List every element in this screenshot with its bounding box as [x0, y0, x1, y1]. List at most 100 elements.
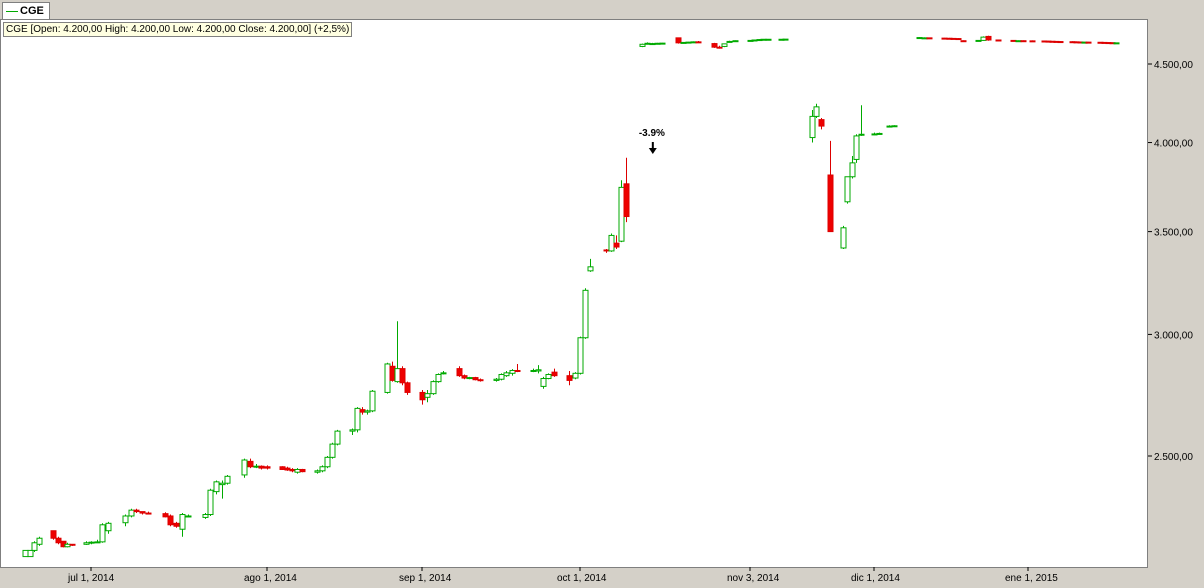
candle-body	[258, 465, 265, 469]
candle-body	[173, 522, 180, 527]
candle-body	[139, 511, 146, 514]
candle-body	[493, 378, 500, 381]
candle-body	[213, 481, 220, 493]
candle-body	[587, 266, 594, 272]
candle-body	[145, 512, 152, 515]
x-tick-label: dic 1, 2014	[851, 573, 900, 584]
candle-body	[334, 430, 341, 445]
candle-body	[419, 391, 426, 401]
candle-body	[876, 132, 883, 135]
candle-body	[440, 372, 447, 375]
candle-body	[654, 42, 661, 45]
candle-body	[50, 530, 57, 539]
annotation-arrow-head	[648, 148, 657, 154]
candle-body	[369, 390, 376, 412]
candle-body	[995, 39, 1002, 42]
candle-body	[582, 289, 589, 339]
candle-body	[975, 39, 982, 42]
candle-body	[94, 541, 101, 544]
candle-body	[394, 368, 401, 383]
candle-body	[202, 514, 209, 518]
candle-body	[424, 393, 431, 398]
candle-body	[623, 183, 630, 218]
candle-body	[99, 524, 106, 543]
candle-body	[844, 176, 851, 203]
candle-body	[105, 522, 112, 532]
candle-body	[466, 377, 473, 380]
y-tick-label: 3.000,00	[1154, 330, 1193, 341]
candle-body	[128, 509, 135, 517]
candle-body	[324, 456, 331, 468]
candle-body	[921, 37, 928, 40]
candle-body	[299, 468, 306, 473]
candle-body	[359, 409, 366, 413]
candle-body	[886, 125, 893, 128]
candle-body	[514, 369, 521, 372]
candle-body	[941, 37, 948, 40]
candle-body	[760, 38, 767, 41]
candle-body	[726, 40, 733, 43]
candle-body	[535, 369, 542, 372]
candle-body	[319, 466, 326, 472]
candle-body	[649, 43, 656, 46]
candle-body	[732, 40, 739, 43]
candle-body	[809, 115, 816, 139]
candle-body	[716, 46, 723, 49]
candle-body	[813, 106, 820, 117]
candle-body	[509, 369, 516, 374]
legend-swatch	[6, 10, 18, 12]
legend-symbol: CGE	[20, 5, 44, 17]
legend-tab[interactable]: CGE	[2, 2, 50, 19]
candle-body	[782, 38, 789, 41]
candle-body	[247, 460, 254, 468]
candle-body	[613, 242, 620, 248]
candle-body	[264, 466, 271, 469]
candle-body	[456, 368, 463, 377]
candle-body	[603, 249, 610, 252]
candle-body	[22, 549, 29, 558]
candle-body	[618, 186, 625, 242]
candle-body	[721, 43, 728, 47]
candle-body	[349, 429, 356, 432]
candle-body	[55, 537, 62, 544]
candle-body	[530, 369, 537, 372]
candle-body	[551, 371, 558, 377]
candle-body	[711, 43, 718, 48]
candle-body	[289, 468, 296, 472]
candle-body	[294, 468, 301, 473]
candle-body	[162, 513, 169, 518]
candle-body	[985, 35, 992, 41]
candle-body	[167, 515, 174, 526]
candle-body	[849, 162, 856, 178]
candle-body	[64, 543, 71, 548]
x-tick-label: ene 1, 2015	[1005, 573, 1058, 584]
candle-body	[122, 515, 129, 524]
x-tick-label: ago 1, 2014	[244, 573, 297, 584]
candle-body	[472, 377, 479, 381]
candle-body	[329, 443, 336, 458]
chart-plot-area[interactable]	[0, 19, 1148, 568]
candle-body	[608, 234, 615, 252]
candle-body	[955, 38, 962, 41]
candle-body	[477, 379, 484, 382]
candle-body	[818, 119, 825, 127]
candle-body	[179, 514, 186, 530]
candle-body	[498, 373, 505, 380]
y-tick-label: 4.000,00	[1154, 139, 1193, 150]
candle-body	[644, 42, 651, 45]
candle-body	[540, 378, 547, 387]
candle-body	[950, 37, 957, 40]
x-tick-label: jul 1, 2014	[67, 573, 115, 584]
candle-body	[891, 125, 898, 128]
candle-body	[253, 465, 260, 468]
candle-body	[241, 459, 248, 476]
candle-body	[572, 372, 579, 379]
candle-body	[1057, 41, 1064, 44]
candle-body	[1029, 40, 1036, 43]
candle-body	[827, 174, 834, 233]
candle-body	[680, 41, 687, 44]
x-tick-label: oct 1, 2014	[557, 573, 607, 584]
candle-body	[279, 466, 286, 470]
y-tick-label: 3.500,00	[1154, 228, 1193, 239]
